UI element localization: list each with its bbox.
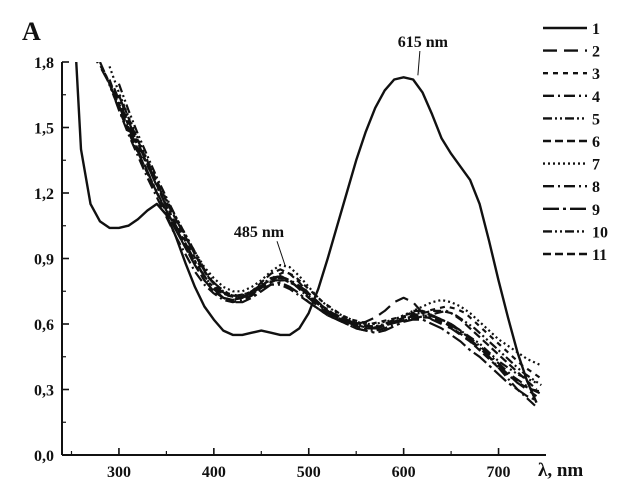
legend-label-5: 5 <box>592 111 600 128</box>
y-tick-label: 1,5 <box>34 121 54 138</box>
plot-area: 0,0 0,3 0,6 0,9 1,2 1,5 1,8 300 400 500 600 700 615 … <box>34 34 546 481</box>
peak-annotation: 615 nm <box>398 34 449 51</box>
series-line-11 <box>122 105 542 393</box>
series-line-7 <box>108 66 542 367</box>
legend: 1 2 3 4 5 6 7 8 9 10 11 <box>543 21 608 264</box>
peak-annotation: 485 nm <box>234 224 285 241</box>
series-line-4 <box>98 62 538 408</box>
annotation-leader <box>276 241 286 266</box>
legend-label-4: 4 <box>592 89 600 106</box>
series-line-3 <box>96 62 542 380</box>
legend-label-10: 10 <box>592 224 608 241</box>
x-tick-label: 700 <box>487 464 511 481</box>
y-tick-label: 0,6 <box>34 317 54 334</box>
legend-label-9: 9 <box>592 202 600 219</box>
annotation-leader <box>417 50 421 76</box>
legend-label-3: 3 <box>592 66 600 83</box>
series-line-9 <box>117 94 537 402</box>
x-axis-label: λ, nm <box>538 460 583 481</box>
legend-label-1: 1 <box>592 21 600 38</box>
series-line-10 <box>117 83 537 384</box>
legend-label-7: 7 <box>592 157 600 174</box>
legend-label-8: 8 <box>592 179 600 196</box>
x-tick-label: 400 <box>202 464 226 481</box>
series-group <box>75 62 542 408</box>
y-tick-label: 0,9 <box>34 252 54 269</box>
y-tick-label: 0,0 <box>34 448 54 465</box>
legend-label-6: 6 <box>592 134 600 151</box>
y-tick-label: 0,3 <box>34 383 54 400</box>
legend-label-11: 11 <box>592 247 607 264</box>
series-line-2 <box>95 62 538 398</box>
series-line-5 <box>103 72 542 387</box>
x-tick-label: 300 <box>107 464 131 481</box>
y-tick-label: 1,2 <box>34 186 54 203</box>
y-tick-label: 1,8 <box>34 55 54 72</box>
x-tick-label: 600 <box>392 464 416 481</box>
x-tick-label: 500 <box>297 464 321 481</box>
legend-label-2: 2 <box>592 44 600 61</box>
series-line-1 <box>75 62 538 404</box>
panel-label: A <box>22 17 41 46</box>
